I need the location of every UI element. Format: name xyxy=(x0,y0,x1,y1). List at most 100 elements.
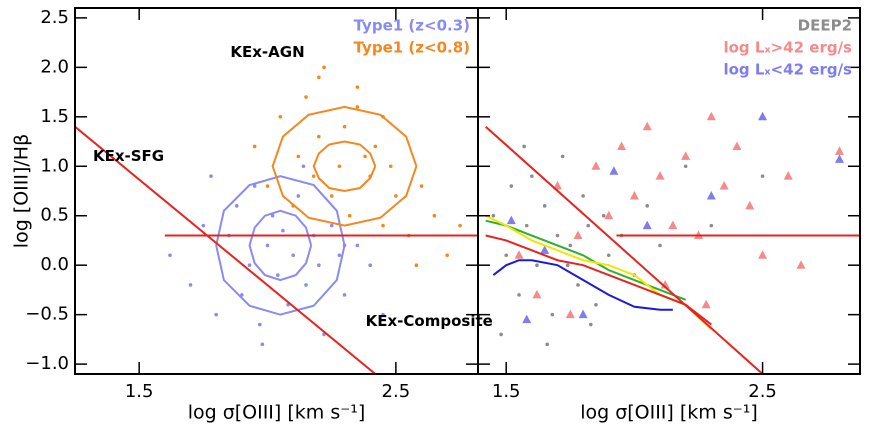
triangle-point xyxy=(506,215,516,225)
point xyxy=(252,144,257,149)
point xyxy=(270,213,275,218)
point xyxy=(247,263,252,267)
y-tick-label: −1.0 xyxy=(25,353,69,374)
point xyxy=(560,154,565,159)
line xyxy=(248,209,313,282)
triangle-point xyxy=(758,250,768,259)
triangle-point xyxy=(719,181,729,190)
triangle-point xyxy=(783,171,793,180)
triangle-point xyxy=(552,181,562,190)
point xyxy=(545,342,550,347)
x-tick-label: 2.5 xyxy=(382,381,411,402)
line xyxy=(215,175,346,316)
point xyxy=(368,263,372,267)
triangle-point xyxy=(617,141,627,150)
point xyxy=(414,263,419,267)
point xyxy=(234,204,239,208)
triangle-point xyxy=(578,309,588,319)
point xyxy=(445,253,449,258)
point xyxy=(555,233,560,238)
point xyxy=(265,243,270,248)
y-tick-label: 0.0 xyxy=(40,254,69,275)
point xyxy=(491,213,496,218)
point xyxy=(645,204,650,208)
point xyxy=(252,184,257,188)
point xyxy=(568,243,573,248)
point xyxy=(524,223,529,228)
x-axis-label: log σ[OIII] [km s⁻¹] xyxy=(580,402,758,424)
point xyxy=(709,223,714,228)
point xyxy=(342,124,347,129)
point xyxy=(760,174,765,178)
point xyxy=(214,312,218,317)
point xyxy=(329,223,334,228)
point xyxy=(530,174,534,178)
point xyxy=(296,194,301,198)
y-tick-label: 1.0 xyxy=(40,155,69,176)
point xyxy=(522,144,526,149)
point xyxy=(275,273,280,277)
point xyxy=(188,283,193,287)
line xyxy=(492,259,673,311)
line xyxy=(485,219,687,301)
point xyxy=(658,243,662,248)
point xyxy=(347,213,352,218)
triangle-point xyxy=(540,245,550,254)
triangle-point xyxy=(573,230,583,240)
point xyxy=(337,164,342,169)
triangle-point xyxy=(758,111,768,121)
x-tick-label: 1.5 xyxy=(492,381,521,402)
point xyxy=(201,223,206,228)
plot-area xyxy=(485,111,860,374)
point xyxy=(550,312,555,317)
triangle-point xyxy=(522,314,532,324)
point xyxy=(381,223,385,228)
triangle-point xyxy=(642,121,652,131)
legend-entry: log Lₓ>42 erg/s xyxy=(723,39,852,57)
point xyxy=(329,194,334,198)
y-tick-label: 2.5 xyxy=(40,7,69,28)
point xyxy=(258,322,262,327)
point xyxy=(509,184,514,188)
point xyxy=(317,263,321,267)
line xyxy=(75,125,376,374)
point xyxy=(601,213,606,218)
point xyxy=(342,293,347,297)
triangle-point xyxy=(655,171,665,180)
triangle-point xyxy=(745,200,755,210)
triangle-point xyxy=(660,279,670,289)
point xyxy=(589,322,593,327)
point xyxy=(260,342,265,347)
legend-entry: Type1 (z<0.3) xyxy=(354,17,470,35)
y-tick-label: 0.5 xyxy=(40,205,69,226)
point xyxy=(322,65,326,70)
point xyxy=(504,253,509,258)
point xyxy=(304,95,308,99)
point xyxy=(363,154,367,159)
point xyxy=(394,194,398,198)
legend-entry: log Lₓ<42 erg/s xyxy=(723,61,852,79)
line xyxy=(485,125,764,374)
y-tick-label: −0.5 xyxy=(25,304,69,325)
point xyxy=(311,174,316,178)
point xyxy=(576,283,580,287)
triangle-point xyxy=(532,289,542,299)
y-tick-label: 2.0 xyxy=(40,56,69,77)
triangle-point xyxy=(706,111,716,121)
point xyxy=(581,194,585,198)
triangle-point xyxy=(701,299,711,309)
point xyxy=(304,283,308,287)
legend-entry: Type1 (z<0.8) xyxy=(354,39,470,57)
x-tick-label: 1.5 xyxy=(125,381,154,402)
plot-frame xyxy=(477,7,861,375)
triangle-point xyxy=(591,161,601,170)
triangle-point xyxy=(681,151,691,160)
point xyxy=(565,263,570,267)
legend-entry: DEEP2 xyxy=(798,17,852,35)
point xyxy=(278,115,283,119)
y-axis-label: log [OIII]/Hβ xyxy=(11,134,33,248)
triangle-point xyxy=(668,220,678,230)
x-axis-label: log σ[OIII] [km s⁻¹] xyxy=(188,402,366,424)
point xyxy=(317,134,321,139)
